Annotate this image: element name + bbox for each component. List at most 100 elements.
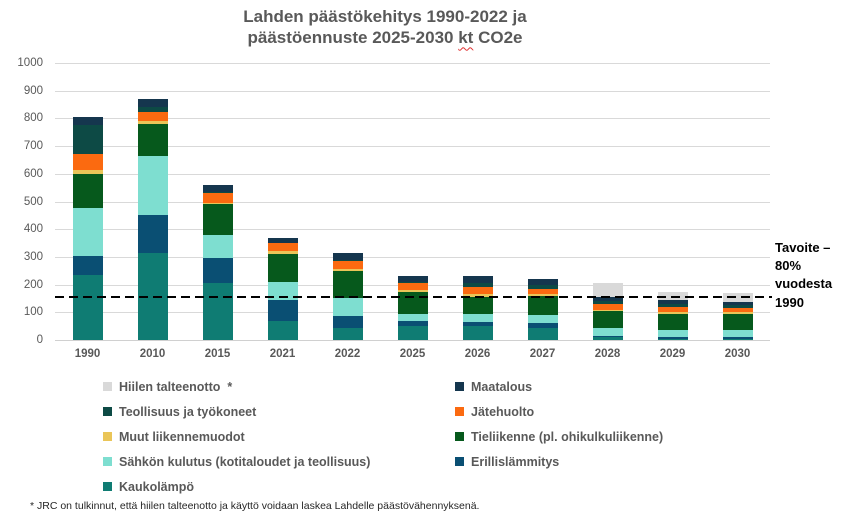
x-axis-label: 2026 [464, 348, 491, 360]
bar-segment [72, 117, 103, 126]
bar-segment [202, 193, 233, 203]
stacked-bar-2026 [462, 276, 493, 340]
bar-segment [657, 338, 688, 340]
bar-segment [657, 313, 688, 331]
bar-segment [657, 306, 688, 313]
legend-column-1: Hiilen talteenotto * Teollisuus ja työkon… [103, 374, 370, 499]
legend-item: Hiilen talteenotto * [103, 374, 370, 399]
bar-segment [267, 237, 298, 244]
bar-segment [462, 276, 493, 284]
bar-segment [592, 337, 623, 340]
x-axis-label: 2030 [724, 348, 751, 360]
legend-label: Erillislämmitys [471, 454, 560, 469]
gridline [55, 63, 770, 64]
bar-segment [462, 294, 493, 298]
bar-segment [332, 316, 363, 328]
bar-segment [592, 335, 623, 338]
bar-segment [202, 191, 233, 194]
bar-segment [462, 297, 493, 314]
bar-slot-2022: 2022 [315, 63, 380, 360]
bar-segment [657, 330, 688, 338]
bar-segment [592, 297, 623, 302]
bar-segment [592, 327, 623, 336]
bar-slot-2028: 2028 [575, 63, 640, 360]
legend-label: Sähkön kulutus (kotitaloudet ja teollisu… [119, 454, 371, 469]
bar-segment [722, 308, 753, 313]
gridline [55, 256, 770, 258]
bar-segment [332, 259, 363, 262]
x-axis-label: 1990 [74, 348, 101, 360]
legend-swatch-icon [103, 482, 112, 491]
y-tick-label: 100 [23, 306, 43, 319]
gridline [55, 229, 770, 231]
target-dashed-line [55, 296, 772, 299]
bar-slot-2026: 2026 [445, 63, 510, 360]
bar-slot-1990: 1990 [55, 63, 120, 360]
chart-title-line2: päästöennuste 2025-2030 kt CO2e [247, 28, 523, 48]
stacked-bar-2025 [397, 276, 428, 340]
bar-segment [527, 279, 558, 285]
bar-segment [722, 312, 753, 314]
bar-segment [267, 254, 298, 282]
y-tick-label: 1000 [17, 57, 43, 69]
bar-segment [462, 287, 493, 295]
bar-segment [527, 294, 558, 296]
legend-item: Maatalous [455, 374, 663, 399]
bar-segment [397, 313, 428, 321]
bar-segment [72, 208, 103, 256]
bar-slot-2027: 2027 [510, 63, 575, 360]
bar-slot-2029: 2029 [640, 63, 705, 360]
legend-column-2: Maatalous Jätehuolto Tieliikenne (pl. ohik… [455, 374, 663, 474]
bar-segment [397, 276, 428, 282]
chart-title: Lahden päästökehitys 1990-2022 ja päästö… [0, 6, 770, 49]
bar-segment [137, 107, 168, 112]
stacked-bar-2010 [137, 99, 168, 340]
bar-segment [462, 283, 493, 288]
bar-slot-2025: 2025 [380, 63, 445, 360]
stacked-bar-1990 [72, 117, 103, 340]
y-tick-label: 600 [23, 167, 43, 180]
stacked-bar-2021 [267, 237, 298, 340]
bar-segment [72, 154, 103, 170]
legend-label: Maatalous [471, 379, 533, 394]
bar-segment [592, 309, 623, 311]
bar-segment [137, 215, 168, 253]
bar-segment [332, 261, 363, 270]
misspelled-word: kt [458, 28, 474, 48]
legend-item: Erillislämmitys [455, 449, 663, 474]
bar-segment [527, 327, 558, 340]
chart-title-line1: Lahden päästökehitys 1990-2022 ja [243, 7, 527, 26]
bar-segment [72, 274, 103, 340]
legend-swatch-icon [103, 457, 112, 466]
legend-swatch-icon [455, 407, 464, 416]
bar-slot-2030: 2030 [705, 63, 770, 360]
legend-swatch-icon [455, 432, 464, 441]
x-axis-line [55, 340, 770, 341]
bar-segment [137, 99, 168, 108]
legend-item: Muut liikennemuodot [103, 424, 370, 449]
bar-segment [397, 320, 428, 327]
bar-segment [332, 298, 363, 317]
legend-swatch-icon [455, 457, 464, 466]
bar-segment [202, 258, 233, 284]
gridline [55, 173, 770, 175]
bar-segment [722, 301, 753, 306]
bar-segment [527, 315, 558, 324]
legend-swatch-icon [103, 432, 112, 441]
bar-segment [397, 283, 428, 291]
y-tick-label: 200 [23, 278, 43, 291]
legend-item: Jätehuolto [455, 399, 663, 424]
bar-segment [592, 301, 623, 305]
bar-segment [267, 281, 298, 300]
bar-segment [267, 243, 298, 252]
y-tick-label: 500 [23, 195, 43, 208]
bar-segment [267, 251, 298, 255]
bar-segment [202, 204, 233, 235]
stacked-bar-2029 [657, 291, 688, 340]
legend-item: Kaukolämpö [103, 474, 370, 499]
bar-segment [722, 313, 753, 331]
bar-slot-2021: 2021 [250, 63, 315, 360]
legend-item: Sähkön kulutus (kotitaloudet ja teollisu… [103, 449, 370, 474]
bar-segment [267, 320, 298, 340]
stacked-bar-2030 [722, 292, 753, 340]
